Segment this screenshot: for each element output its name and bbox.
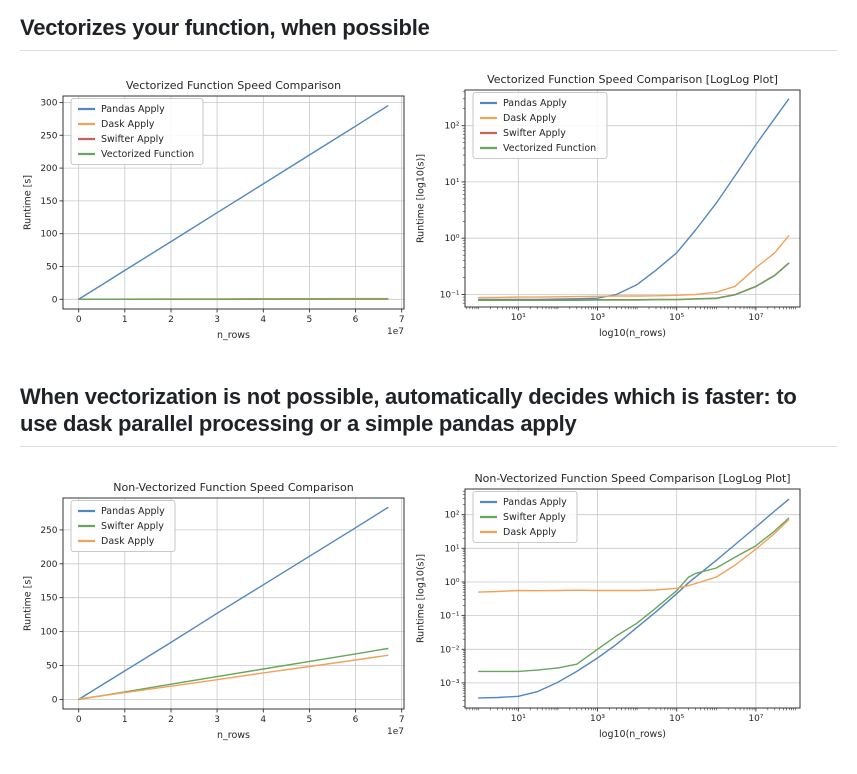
y-axis-label: Runtime [log10(s)] [416,153,427,242]
legend-label: Pandas Apply [503,98,567,109]
x-tick-label: 4 [260,315,266,325]
chart-canvas: 0 1 2 3 4 5 6 7 0 50 100 150 200 250 Non-Vectorized Fu… [20,473,420,769]
y-tick-label: 10⁰ [444,578,459,588]
x-tick-label: 3 [214,715,220,725]
x-tick-label: 6 [353,315,359,325]
legend-label: Swifter Apply [503,128,566,139]
section-heading-nonvectorized: When vectorization is not possible, auto… [20,383,837,447]
y-tick-label: 10¹ [444,177,459,187]
y-tick-label: 100 [40,627,57,637]
y-tick-label: 250 [40,525,57,535]
chart-title: Non-Vectorized Function Speed Comparison [113,481,354,494]
y-tick-label: 10² [444,510,459,520]
legend-label: Pandas Apply [101,506,165,517]
y-tick-label: 100 [40,229,57,239]
x-tick-label: 1 [122,315,128,325]
x-axis-label: n_rows [217,330,250,341]
axis-offset-label: 1e7 [387,727,404,737]
x-tick-label: 10⁷ [748,714,763,724]
y-tick-label: 10⁰ [444,234,459,244]
legend-label: Vectorized Function [503,143,596,154]
y-tick-label: 0 [52,695,58,705]
y-axis-label: Runtime [s] [23,174,34,229]
x-tick-label: 10⁷ [748,313,763,323]
legend-label: Swifter Apply [101,134,164,145]
chart-canvas: 0 1 2 3 4 5 6 7 0 50 100 150 200 250 300 Vectorized Fun… [20,73,420,365]
y-tick-label: 50 [46,262,58,272]
x-tick-label: 2 [168,715,174,725]
x-tick-label: 7 [399,315,405,325]
chart-title: Vectorized Function Speed Comparison [Lo… [487,73,778,86]
y-tick-label: 200 [40,559,57,569]
chart-nonvectorized-loglog-image[interactable]: 10¹ 10³ 10⁵ 10⁷ 10⁻³ 10⁻² 10⁻¹ 10⁰ 10¹ 10² Non-Vec… [413,465,840,767]
x-axis-label: n_rows [217,730,250,741]
y-tick-label: 250 [40,131,57,141]
x-tick-label: 10⁵ [669,313,684,323]
y-tick-label: 150 [40,196,57,206]
x-tick-label: 10⁵ [669,714,684,724]
chart-canvas: 10¹ 10³ 10⁵ 10⁷ 10⁻¹ 10⁰ 10¹ 10² Vectorized Func… [413,66,840,358]
y-tick-label: 10⁻² [440,645,460,655]
legend-label: Dask Apply [101,119,155,130]
y-tick-label: 50 [46,661,58,671]
legend-label: Dask Apply [503,113,557,124]
x-tick-label: 10¹ [511,714,526,724]
x-tick-label: 7 [399,715,405,725]
y-axis-label: Runtime [s] [23,575,34,630]
section-heading-vectorized: Vectorizes your function, when possible [20,14,837,51]
chart-title: Vectorized Function Speed Comparison [126,79,341,92]
y-tick-label: 10¹ [444,544,459,554]
y-tick-label: 200 [40,164,57,174]
chart-nonvectorized-linear-image[interactable]: 0 1 2 3 4 5 6 7 0 50 100 150 200 250 Non-Vectorized Fu… [20,473,420,774]
y-tick-label: 300 [40,98,57,108]
x-tick-label: 3 [214,315,220,325]
y-tick-label: 10² [444,121,459,131]
series-line-dask-apply [479,235,789,297]
chart-vectorized-loglog-image[interactable]: 10¹ 10³ 10⁵ 10⁷ 10⁻¹ 10⁰ 10¹ 10² Vectorized Func… [413,66,840,363]
x-tick-label: 0 [76,715,82,725]
x-tick-label: 10³ [590,714,605,724]
x-axis-label: log10(n_rows) [599,729,666,740]
legend-label: Pandas Apply [503,497,567,508]
x-tick-label: 4 [260,715,266,725]
vectorized-charts-row: 0 1 2 3 4 5 6 7 0 50 100 150 200 250 300 Vectorized Fun… [20,65,837,361]
chart-vectorized-linear-image[interactable]: 0 1 2 3 4 5 6 7 0 50 100 150 200 250 300 Vectorized Fun… [20,73,420,370]
y-tick-label: 10⁻¹ [440,611,460,621]
y-tick-label: 10⁻³ [440,678,460,688]
x-tick-label: 6 [353,715,359,725]
legend-label: Dask Apply [101,536,155,547]
x-tick-label: 2 [168,315,174,325]
legend-label: Dask Apply [503,527,557,538]
legend-label: Swifter Apply [101,521,164,532]
y-tick-label: 0 [52,295,58,305]
y-tick-label: 10⁻¹ [440,290,460,300]
axis-offset-label: 1e7 [387,327,404,337]
legend-label: Swifter Apply [503,512,566,523]
x-tick-label: 10¹ [511,313,526,323]
x-tick-label: 5 [307,715,313,725]
legend-label: Pandas Apply [101,104,165,115]
x-tick-label: 5 [307,315,313,325]
chart-canvas: 10¹ 10³ 10⁵ 10⁷ 10⁻³ 10⁻² 10⁻¹ 10⁰ 10¹ 10² Non-Vec… [413,465,840,762]
x-axis-label: log10(n_rows) [599,328,666,339]
y-axis-label: Runtime [log10(s)] [416,553,427,642]
y-tick-label: 150 [40,593,57,603]
nonvectorized-charts-row: 0 1 2 3 4 5 6 7 0 50 100 150 200 250 Non-Vectorized Fu… [20,461,837,761]
x-tick-label: 10³ [590,313,605,323]
legend-label: Vectorized Function [101,149,194,160]
x-tick-label: 1 [122,715,128,725]
x-tick-label: 0 [76,315,82,325]
chart-title: Non-Vectorized Function Speed Comparison… [474,472,790,485]
